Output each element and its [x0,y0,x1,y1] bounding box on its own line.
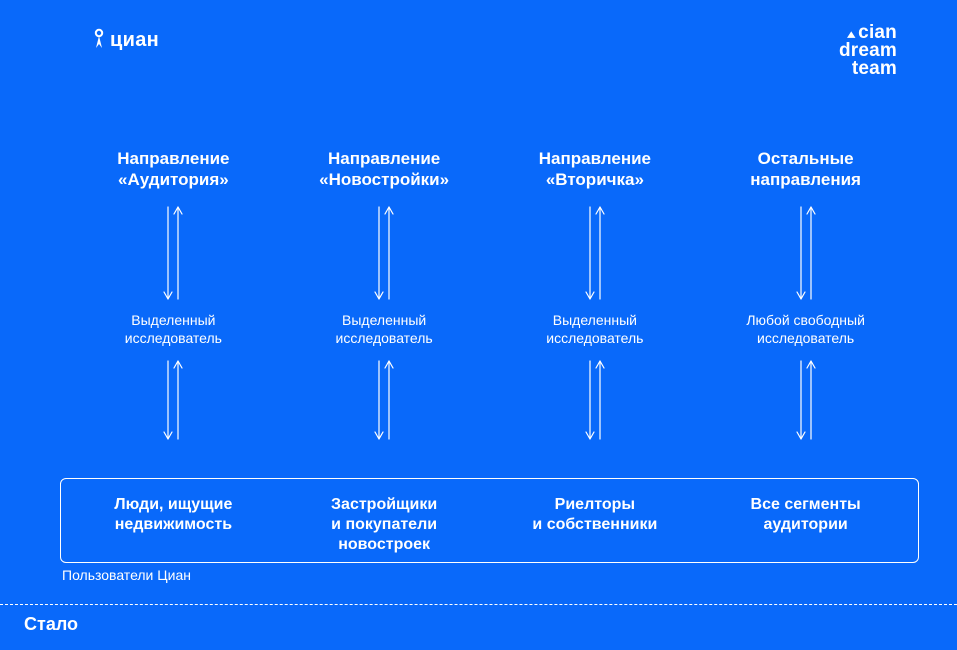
arrow-top-2 [581,205,609,301]
heading-0: Направление «Аудитория» [117,148,229,191]
arrow-bottom-2 [581,359,609,441]
mid-3: Любой свободный исследователь [746,311,865,347]
heading-3: Остальные направления [750,148,861,191]
mid-0: Выделенный исследователь [125,311,222,347]
segment-1: Застройщики и покупатели новостроек [331,495,437,555]
logo-cian-dream-team: ▴ cian dream team [839,24,897,78]
column-2: Направление «Вторичка» Выделенный исслед… [490,148,701,455]
segment-col-2: Риелторы и собственники [490,495,701,555]
arrow-top-3 [792,205,820,301]
footer-label: Стало [24,614,78,635]
arrow-bottom-1 [370,359,398,441]
divider-dashed [0,604,957,605]
segments-row: Люди, ищущие недвижимость Застройщики и … [68,495,911,555]
column-0: Направление «Аудитория» Выделенный иссле… [68,148,279,455]
arrow-bottom-3 [792,359,820,441]
diagram-columns: Направление «Аудитория» Выделенный иссле… [68,148,911,455]
segment-col-0: Люди, ищущие недвижимость [68,495,279,555]
segment-col-1: Застройщики и покупатели новостроек [279,495,490,555]
heading-2: Направление «Вторичка» [539,148,651,191]
slide-canvas: циан ▴ cian dream team Направление «Ауди… [0,0,957,650]
column-1: Направление «Новостройки» Выделенный исс… [279,148,490,455]
arrow-bottom-0 [159,359,187,441]
logo-right-line3: team [839,60,897,78]
segments-caption: Пользователи Циан [62,567,191,583]
cian-pin-icon [92,28,106,50]
logo-cian-text: циан [110,30,159,50]
segment-0: Люди, ищущие недвижимость [114,495,232,535]
logo-cian: циан [92,28,159,50]
column-3: Остальные направления Любой свободный ис… [700,148,911,455]
chevron-up-icon: ▴ [847,27,855,40]
arrow-top-0 [159,205,187,301]
arrow-top-1 [370,205,398,301]
segment-3: Все сегменты аудитории [751,495,861,535]
segment-col-3: Все сегменты аудитории [700,495,911,555]
mid-1: Выделенный исследователь [336,311,433,347]
mid-2: Выделенный исследователь [546,311,643,347]
segment-2: Риелторы и собственники [532,495,657,535]
heading-1: Направление «Новостройки» [319,148,449,191]
